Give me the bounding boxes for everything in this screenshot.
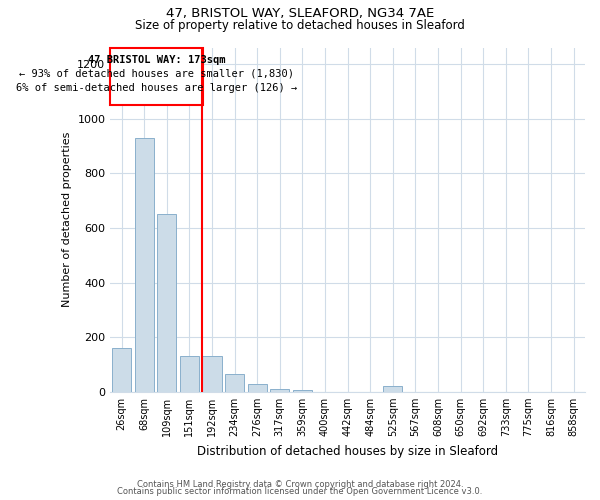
Text: 47, BRISTOL WAY, SLEAFORD, NG34 7AE: 47, BRISTOL WAY, SLEAFORD, NG34 7AE: [166, 8, 434, 20]
Bar: [134, 138, 154, 392]
Bar: [225, 374, 244, 392]
Y-axis label: Number of detached properties: Number of detached properties: [62, 132, 71, 308]
Text: Contains HM Land Registry data © Crown copyright and database right 2024.: Contains HM Land Registry data © Crown c…: [137, 480, 463, 489]
Bar: [157, 214, 176, 392]
FancyBboxPatch shape: [110, 48, 203, 106]
Text: Size of property relative to detached houses in Sleaford: Size of property relative to detached ho…: [135, 18, 465, 32]
Bar: [270, 389, 289, 392]
Text: 6% of semi-detached houses are larger (126) →: 6% of semi-detached houses are larger (1…: [16, 84, 297, 94]
Bar: [383, 386, 403, 392]
Text: Contains public sector information licensed under the Open Government Licence v3: Contains public sector information licen…: [118, 487, 482, 496]
Text: ← 93% of detached houses are smaller (1,830): ← 93% of detached houses are smaller (1,…: [19, 68, 294, 78]
Text: 47 BRISTOL WAY: 173sqm: 47 BRISTOL WAY: 173sqm: [88, 55, 226, 65]
Bar: [248, 384, 267, 392]
X-axis label: Distribution of detached houses by size in Sleaford: Distribution of detached houses by size …: [197, 444, 498, 458]
Bar: [202, 356, 221, 392]
Bar: [180, 356, 199, 392]
Bar: [293, 390, 312, 392]
Bar: [112, 348, 131, 392]
